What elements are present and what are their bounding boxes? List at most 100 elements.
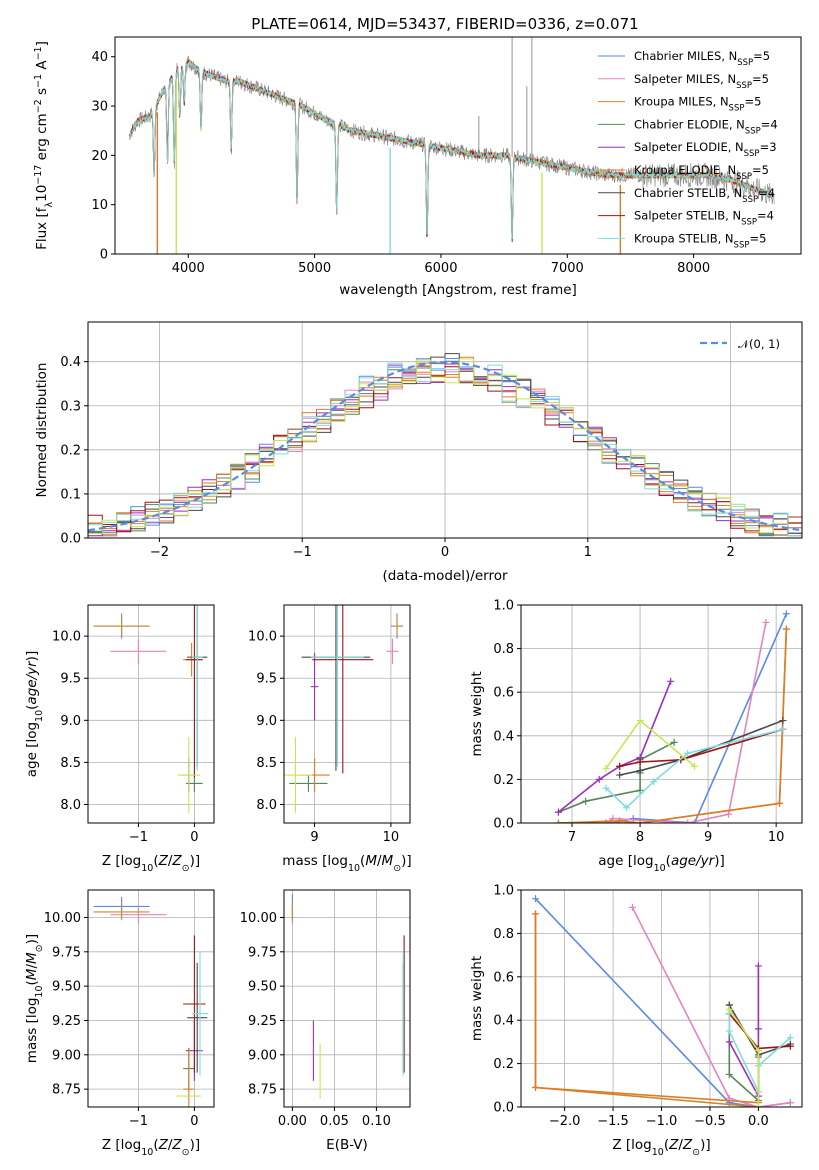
- legend-entry: Chabrier STELIB, NSSP=4: [634, 186, 775, 205]
- weight-marker: [725, 1027, 733, 1035]
- age_vs_mass-xlabel-part: 10: [348, 863, 360, 874]
- hist-frame: [87, 321, 803, 539]
- y-tick-label: 0.4: [493, 1014, 514, 1029]
- weight-marker: [754, 1047, 762, 1055]
- mass_vs_Z-xlabel-part: Z: [171, 1137, 182, 1153]
- weight-marker: [622, 804, 630, 812]
- age_vs_Z-ylabel-part: )]: [24, 651, 40, 662]
- weight-marker: [754, 1025, 762, 1033]
- x-tick-label: 9: [310, 830, 318, 845]
- y-tick-label: 20: [91, 149, 108, 164]
- weight-marker: [762, 618, 770, 626]
- weight_vs_age-ylabel: mass weight: [469, 671, 485, 756]
- legend-nssp: =5: [744, 95, 761, 109]
- y-tick-label: 0.8: [493, 927, 514, 942]
- y-tick-label: 9.50: [52, 980, 81, 995]
- hist-lines: [88, 353, 802, 537]
- weight-marker: [636, 786, 644, 794]
- mass_vs_Z-ylabel-part: mass [log: [24, 998, 40, 1064]
- age_vs_Z-xlabel-part: (: [153, 853, 158, 869]
- x-tick-label: −1: [129, 1114, 148, 1129]
- y-tick-label: 8.0: [256, 798, 277, 813]
- y-tick-label: 9.75: [248, 945, 277, 960]
- mass_vs_ebv-xlabel: E(B-V): [326, 1137, 368, 1153]
- y-tick-label: 40: [91, 50, 108, 65]
- weight-line: [558, 628, 788, 823]
- y-tick-label: 9.5: [256, 672, 277, 687]
- y-tick-label: 0.2: [493, 1057, 514, 1072]
- weight-line: [728, 1013, 791, 1050]
- weight-marker: [725, 1005, 733, 1013]
- weight-line: [557, 681, 672, 813]
- weight_vs_age-frame: [520, 604, 803, 824]
- x-tick-label: 1: [584, 545, 592, 560]
- weight-marker: [628, 903, 636, 911]
- y-tick-label: 0.3: [60, 399, 81, 414]
- y-tick-label: 0.2: [60, 443, 81, 458]
- weight-line: [534, 898, 791, 1107]
- weight-marker: [786, 1099, 794, 1107]
- legend-nssp: =4: [758, 186, 775, 200]
- y-tick-label: 8.75: [52, 1083, 81, 1098]
- weight-marker: [782, 625, 790, 633]
- panel-weight_vs_Z: −2.0 −1.5 −1.0 −0.5 0.0 0.0 0.2 0.4 0.6 0.8 1.0 Z […: [469, 884, 803, 1158]
- weight_vs_Z-xlabel-part: /: [678, 1137, 683, 1153]
- hist-series: [88, 362, 802, 537]
- weight-line: [728, 1008, 760, 1107]
- x-tick-label: 8: [636, 830, 644, 845]
- weight-line: [631, 907, 791, 1107]
- x-tick-label: 7: [568, 830, 576, 845]
- hist-legend-label: 𝒩(0, 1): [738, 337, 780, 351]
- mass_vs_Z-ylabel-part: (: [24, 980, 40, 985]
- x-tick-label: 5000: [298, 261, 331, 276]
- panel-mass_vs_ebv: 0.00 0.05 0.10 8.75 9.00 9.25 9.50 9.75 10.00 E(B…: [240, 889, 411, 1153]
- x-tick-label: 8000: [677, 261, 710, 276]
- legend-model-name: Chabrier STELIB, N: [634, 186, 742, 200]
- weight-marker: [532, 895, 540, 903]
- plot-layer: 4000 5000 6000 7000 8000010203040wavelength …: [24, 36, 803, 1158]
- x-tick-label: −1: [293, 545, 312, 560]
- y-tick-label: 8.75: [248, 1083, 277, 1098]
- weight-marker: [779, 717, 787, 725]
- y-tick-label: 1.0: [493, 884, 514, 899]
- y-tick-label: 0.8: [493, 642, 514, 657]
- mass_vs_Z-xlabel-part: )]: [190, 1137, 201, 1153]
- weight-marker: [684, 819, 692, 823]
- age_vs_Z-xlabel-part: 10: [141, 863, 153, 874]
- mass_vs_Z-xlabel-part: (: [153, 1137, 158, 1153]
- y-tick-label: 10.00: [240, 911, 277, 926]
- weight-marker: [782, 610, 790, 618]
- age_vs_mass-xlabel-part: /: [377, 853, 382, 869]
- legend-ssp-sub: SSP: [744, 149, 760, 159]
- legend-entry: Kroupa ELODIE, NSSP=5: [634, 163, 769, 182]
- weight-marker: [636, 819, 644, 823]
- x-tick-label: −2.0: [549, 1114, 581, 1129]
- legend-entry: Chabrier MILES, NSSP=5: [634, 49, 770, 68]
- spectrum-ylabel-part: erg cm: [34, 113, 50, 164]
- x-tick-label: 0.0: [748, 1114, 769, 1129]
- y-tick-label: 9.0: [256, 714, 277, 729]
- age_vs_Z-frame: [87, 604, 215, 824]
- x-tick-label: 0.10: [362, 1114, 391, 1129]
- weight-marker: [616, 817, 624, 823]
- age_vs_Z-xlabel: Z [log10(Z/Z⊙)]: [102, 853, 200, 874]
- weight_vs_Z-xlabel-part: Z: [682, 1137, 693, 1153]
- age_vs_Z-ylabel-part: age/yr: [24, 660, 40, 705]
- y-tick-label: 9.25: [52, 1014, 81, 1029]
- weight_vs_Z-frame: [520, 889, 803, 1108]
- legend-ssp-sub: SSP: [737, 58, 753, 68]
- x-tick-label: 10: [768, 830, 785, 845]
- y-tick-label: 9.50: [248, 980, 277, 995]
- legend-entry: Kroupa STELIB, NSSP=5: [634, 231, 766, 250]
- weight-marker: [554, 808, 562, 816]
- weight_vs_Z-xlabel-part: ⊙: [692, 1147, 700, 1158]
- y-tick-label: 0.0: [60, 532, 81, 547]
- age_vs_Z-xlabel-part: Z [log: [102, 853, 141, 869]
- weight_vs_age-xlabel-part: )]: [714, 853, 725, 869]
- age_vs_Z-xlabel-part: Z: [158, 853, 169, 869]
- spectrum-ylabel-part: s: [34, 88, 50, 99]
- age_vs_Z-xlabel-part: /: [168, 853, 173, 869]
- age_vs_mass-xlabel-part: mass [log: [282, 853, 348, 869]
- age_vs_mass-xlabel-part: ⊙: [393, 863, 401, 874]
